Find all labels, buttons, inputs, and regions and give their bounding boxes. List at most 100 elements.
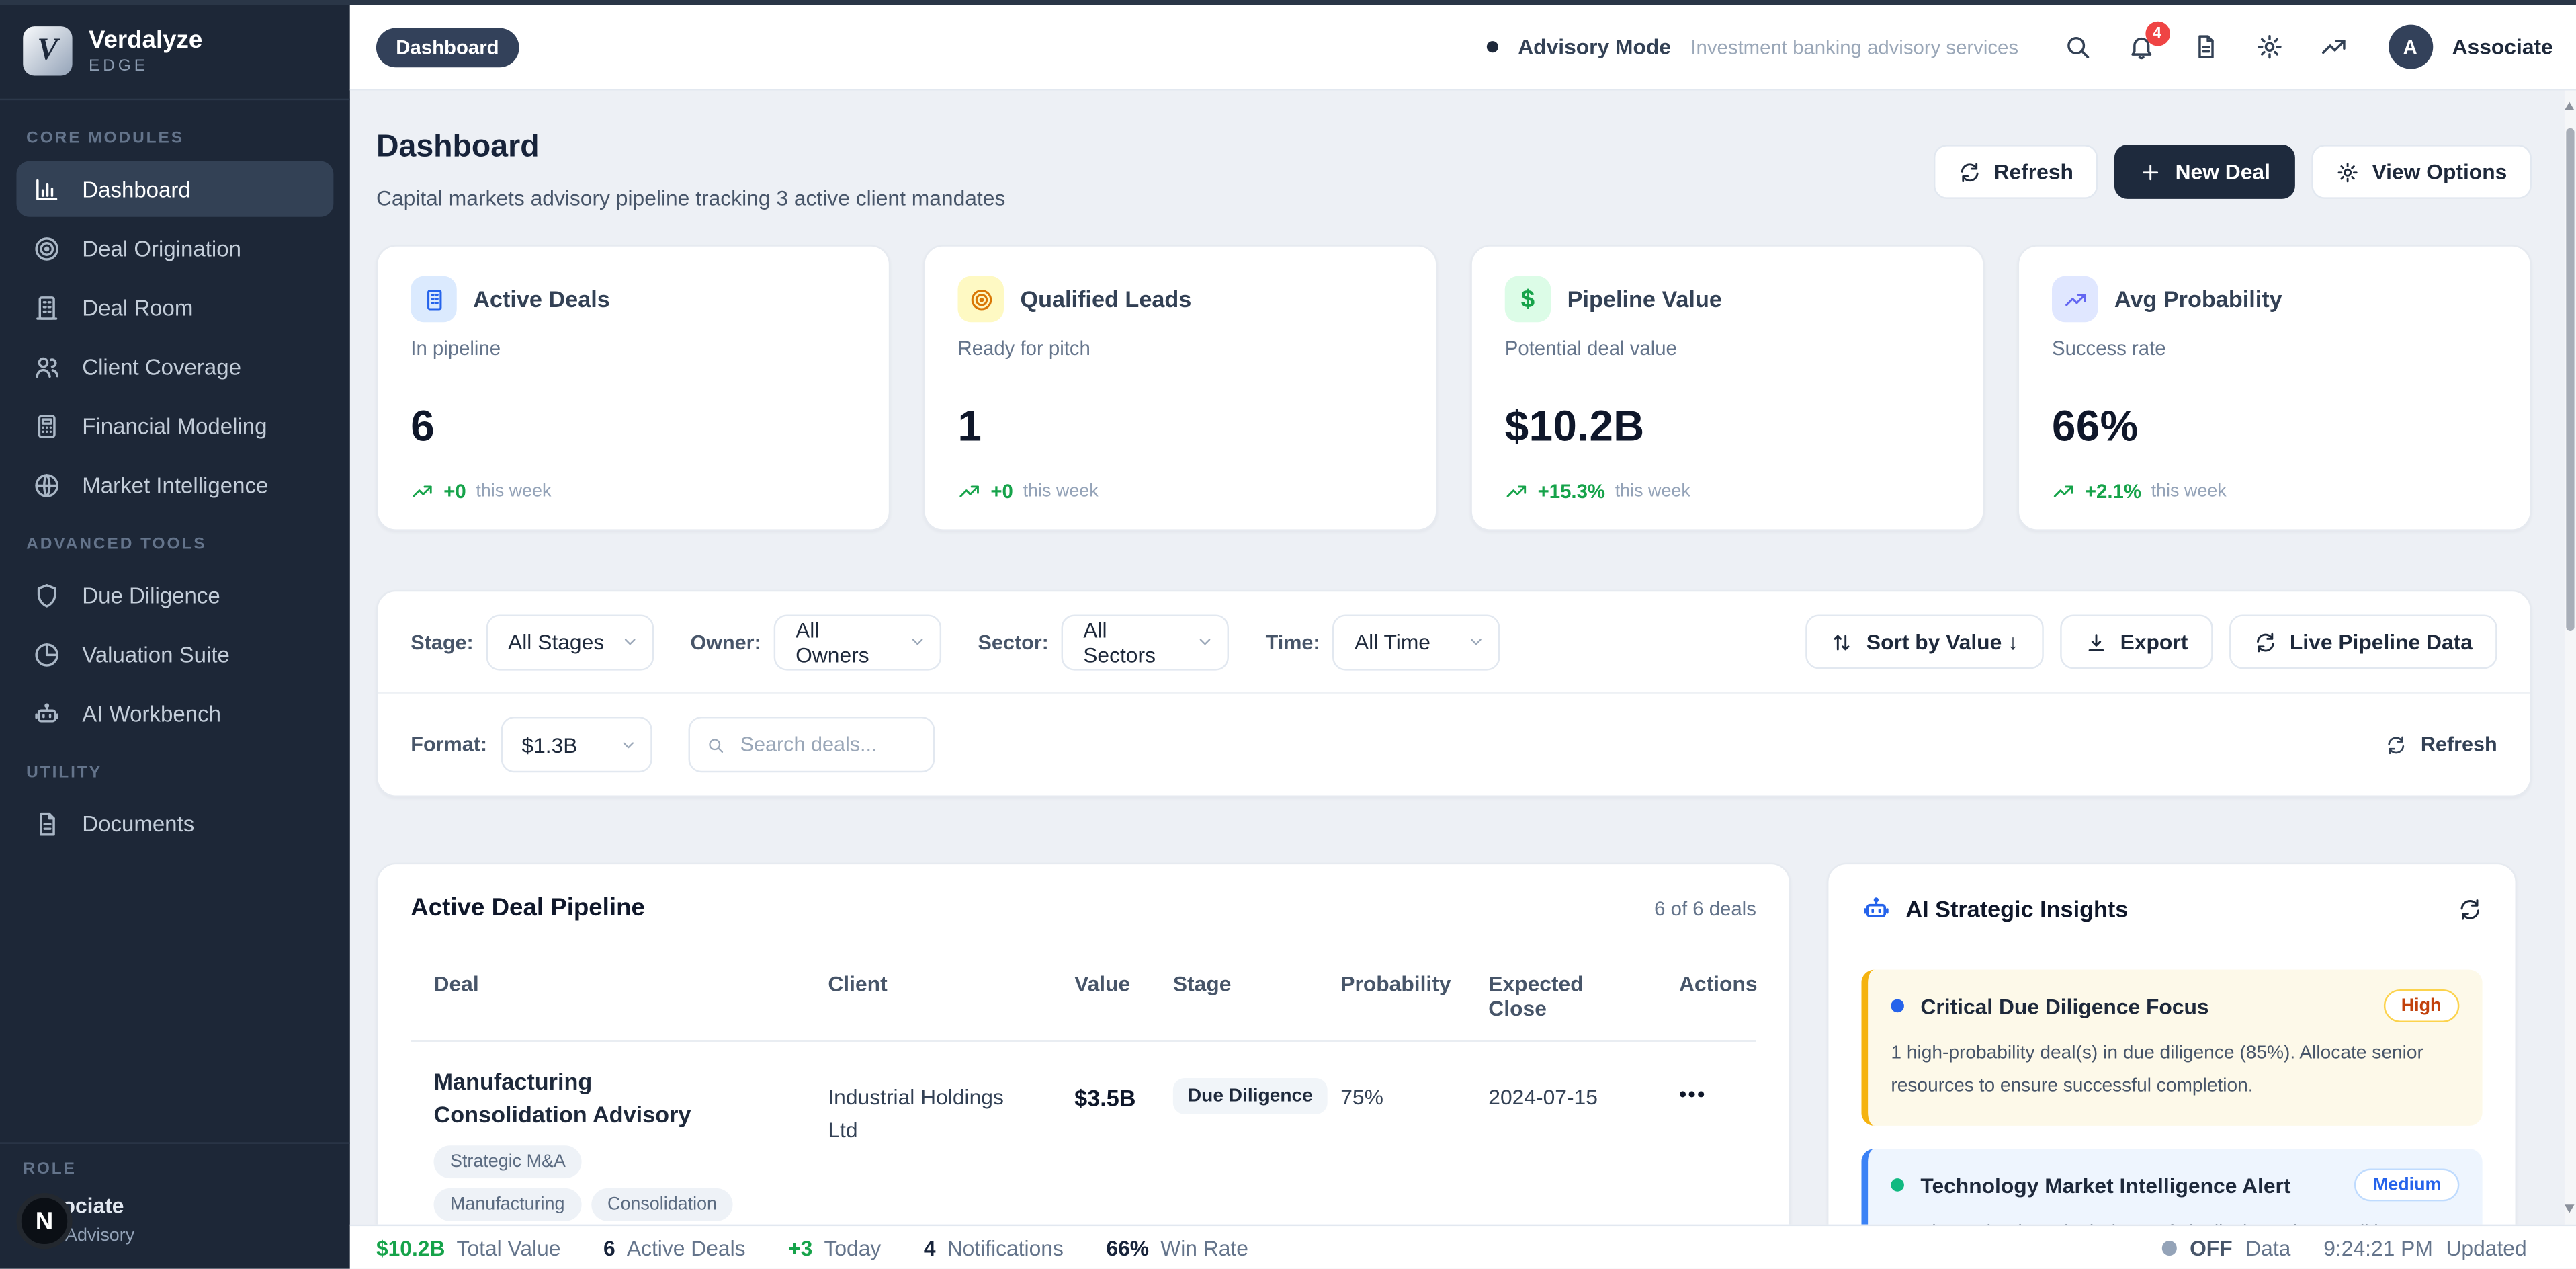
total-value: $10.2B (376, 1235, 445, 1260)
sidebar-item-due-diligence[interactable]: Due Diligence (16, 567, 333, 623)
page-title: Dashboard (376, 130, 540, 165)
sidebar-item-market-intelligence[interactable]: Market Intelligence (16, 457, 333, 513)
stat-card-qualified-leads: Qualified Leads Ready for pitch 1 +0 thi… (923, 245, 1438, 531)
time-filter-label: Time: (1265, 630, 1320, 653)
sidebar-item-label: Deal Room (82, 294, 194, 320)
format-select-value: $1.3B (521, 732, 578, 757)
filter-refresh-button[interactable]: Refresh (2386, 733, 2497, 756)
robot-icon (1861, 894, 1891, 924)
pipeline-title: Active Deal Pipeline (411, 894, 645, 922)
brand-name: Verdalyze (89, 26, 203, 54)
stage-select[interactable]: All Stages (486, 614, 654, 670)
user-avatar[interactable]: A (2388, 24, 2433, 69)
updated-time: 9:24:21 PM (2323, 1235, 2433, 1260)
sidebar-item-label: Market Intelligence (82, 472, 269, 497)
column-client[interactable]: Client (828, 971, 888, 996)
gear-icon[interactable] (2255, 33, 2283, 61)
table-row[interactable]: Manufacturing Consolidation Advisory Str… (411, 1042, 1756, 1221)
insight-technology-market-alert[interactable]: Technology Market Intelligence Alert Med… (1861, 1149, 2483, 1225)
column-probability[interactable]: Probability (1340, 971, 1451, 996)
sidebar-item-valuation-suite[interactable]: Valuation Suite (16, 626, 333, 682)
target-icon (33, 234, 61, 262)
insight-critical-due-diligence[interactable]: Critical Due Diligence Focus High 1 high… (1861, 969, 2483, 1127)
deal-name: Manufacturing Consolidation Advisory (433, 1068, 691, 1128)
sidebar-item-financial-modeling[interactable]: Financial Modeling (16, 398, 333, 454)
scroll-down-arrow[interactable] (2564, 1204, 2575, 1213)
owner-select[interactable]: All Owners (774, 614, 942, 670)
gear-icon (2336, 160, 2359, 183)
stat-title: Avg Probability (2114, 286, 2282, 313)
column-value[interactable]: Value (1074, 971, 1131, 996)
notification-overlay-avatar[interactable]: N (16, 1193, 73, 1250)
refresh-icon (2253, 630, 2276, 653)
active-deals-label: Active Deals (626, 1235, 746, 1260)
column-deal[interactable]: Deal (433, 971, 479, 996)
brand-edition: EDGE (89, 57, 148, 76)
format-select[interactable]: $1.3B (500, 717, 652, 773)
stat-subtitle: Potential deal value (1504, 337, 1677, 360)
stat-value: $10.2B (1504, 401, 1645, 450)
stats-row: Active Deals In pipeline 6 +0 this week … (376, 245, 2532, 531)
sector-filter-label: Sector: (978, 630, 1049, 653)
sector-select[interactable]: All Sectors (1062, 614, 1230, 670)
scrollbar-thumb[interactable] (2566, 128, 2575, 631)
topbar: Dashboard Advisory Mode Investment banki… (349, 5, 2576, 91)
sidebar-item-deal-origination[interactable]: Deal Origination (16, 220, 333, 276)
main-content: Dashboard Capital markets advisory pipel… (350, 90, 2565, 1225)
document-icon[interactable] (2191, 33, 2219, 61)
search-deals-input[interactable] (736, 731, 916, 758)
data-status-dot (2161, 1239, 2177, 1255)
trend-up-icon (1505, 480, 1528, 503)
table-header: Deal Client Value Stage Probability Expe… (411, 958, 1758, 1042)
advisory-mode-description: Investment banking advisory services (1690, 35, 2019, 58)
data-state: OFF (2190, 1235, 2233, 1260)
refresh-icon[interactable] (2458, 897, 2483, 922)
refresh-icon (2386, 734, 2407, 755)
live-pipeline-data-button[interactable]: Live Pipeline Data (2229, 614, 2497, 669)
sidebar-item-ai-workbench[interactable]: AI Workbench (16, 686, 333, 741)
column-expected-close[interactable]: Expected Close (1488, 971, 1584, 1021)
breadcrumb-badge[interactable]: Dashboard (376, 27, 519, 67)
today-label: Today (824, 1235, 882, 1260)
globe-icon (33, 471, 61, 499)
window-top-strip (0, 0, 2576, 5)
building-icon (411, 276, 457, 323)
chevron-down-icon (909, 632, 927, 651)
calculator-icon (33, 412, 61, 440)
sidebar-item-label: Dashboard (82, 176, 191, 202)
export-label: Export (2120, 629, 2188, 655)
shield-icon (33, 581, 61, 609)
stage-badge: Due Diligence (1172, 1078, 1328, 1114)
priority-dot (1891, 1178, 1904, 1192)
column-actions[interactable]: Actions (1678, 971, 1758, 996)
time-select[interactable]: All Time (1333, 614, 1501, 670)
new-deal-button[interactable]: New Deal (2114, 145, 2295, 199)
target-icon (957, 276, 1004, 323)
export-button[interactable]: Export (2059, 614, 2213, 669)
vertical-scrollbar[interactable] (2564, 90, 2576, 1225)
bell-icon[interactable]: 4 (2127, 21, 2170, 61)
sidebar: V Verdalyze EDGE CORE MODULES Dashboard … (0, 5, 350, 1269)
insight-title: Technology Market Intelligence Alert (1920, 1172, 2291, 1198)
column-stage[interactable]: Stage (1172, 971, 1232, 996)
sidebar-item-client-coverage[interactable]: Client Coverage (16, 339, 333, 395)
search-deals-box (687, 717, 935, 773)
scroll-up-arrow[interactable] (2564, 101, 2575, 110)
refresh-button[interactable]: Refresh (1933, 145, 2098, 199)
sort-by-value-button[interactable]: Sort by Value ↓ (1805, 614, 2043, 669)
stat-trend: +2.1% (2084, 479, 2141, 503)
new-deal-label: New Deal (2175, 159, 2270, 184)
role-label: ROLE (23, 1160, 77, 1179)
sidebar-item-deal-room[interactable]: Deal Room (16, 280, 333, 335)
sidebar-item-dashboard[interactable]: Dashboard (16, 161, 334, 217)
trending-up-icon[interactable] (2319, 33, 2348, 61)
stat-subtitle: Success rate (2051, 337, 2166, 360)
sidebar-nav: CORE MODULES Dashboard Deal Origination … (0, 100, 350, 851)
view-options-button[interactable]: View Options (2311, 145, 2532, 199)
deal-tag: Strategic M&A (433, 1145, 583, 1179)
row-actions-menu[interactable]: ••• (1678, 1081, 1707, 1106)
building-icon (33, 293, 61, 321)
search-icon[interactable] (2063, 33, 2091, 61)
sidebar-item-documents[interactable]: Documents (16, 795, 333, 851)
sidebar-item-label: AI Workbench (82, 700, 221, 726)
